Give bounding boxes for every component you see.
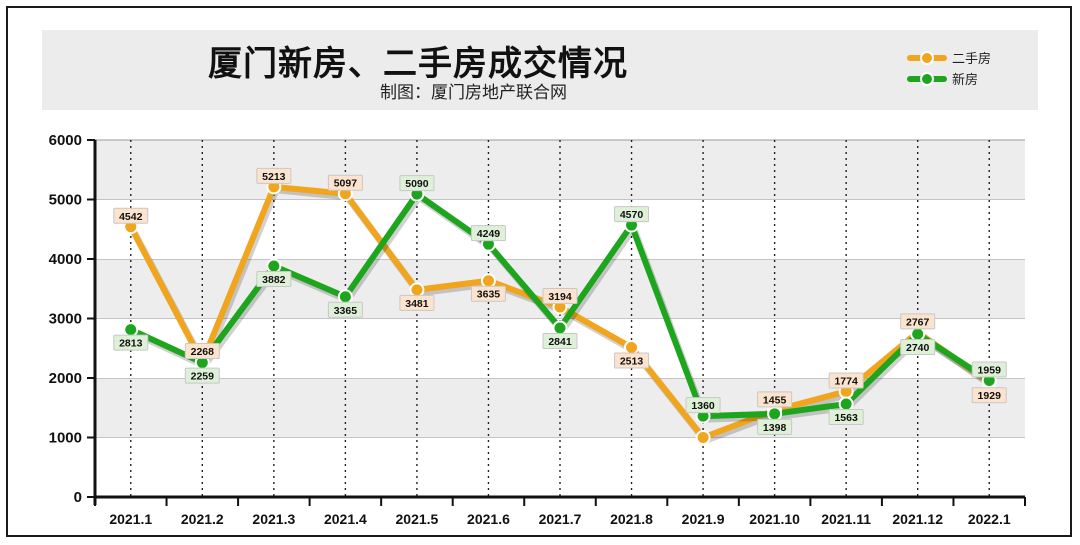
plot-band bbox=[95, 140, 1025, 200]
y-tick-label: 2000 bbox=[49, 370, 82, 387]
data-point bbox=[480, 273, 496, 289]
y-tick-label: 1000 bbox=[49, 430, 82, 447]
plot-band bbox=[95, 199, 1025, 259]
data-labels: 4542 2813 2268 2259 5213 3882 5097 3365 3481 5090… bbox=[113, 167, 1007, 435]
data-label: 3194 bbox=[548, 291, 572, 303]
data-label-box bbox=[828, 409, 864, 426]
data-label: 5097 bbox=[334, 178, 358, 190]
data-point bbox=[337, 289, 353, 305]
data-label: 1455 bbox=[763, 394, 787, 406]
x-tick-label: 2021.11 bbox=[821, 511, 871, 527]
data-label-box bbox=[399, 175, 435, 192]
data-label-box bbox=[470, 285, 506, 302]
x-tick-label: 2021.5 bbox=[396, 511, 439, 527]
x-tick-label: 2021.12 bbox=[892, 511, 943, 527]
x-tick-label: 2021.9 bbox=[682, 511, 725, 527]
x-tick-label: 2021.4 bbox=[324, 511, 367, 527]
data-label-box bbox=[113, 207, 149, 224]
data-label-box bbox=[327, 301, 363, 318]
y-tick-label: 5000 bbox=[49, 192, 82, 209]
legend-label: 二手房 bbox=[952, 51, 991, 67]
data-label: 3635 bbox=[477, 289, 501, 301]
x-tick-label: 2021.7 bbox=[539, 511, 582, 527]
data-label-box bbox=[900, 313, 936, 330]
data-label: 1563 bbox=[834, 412, 858, 424]
data-label-box bbox=[971, 387, 1007, 404]
y-tick-label: 3000 bbox=[49, 311, 82, 328]
data-point bbox=[552, 320, 568, 336]
data-label: 2813 bbox=[119, 338, 143, 350]
data-label: 1398 bbox=[763, 422, 787, 434]
data-label: 1774 bbox=[834, 375, 858, 387]
data-label-box bbox=[113, 334, 149, 351]
data-label-box bbox=[900, 338, 936, 355]
chart-title: 厦门新房、二手房成交情况 bbox=[208, 44, 628, 84]
data-label: 1959 bbox=[978, 364, 1002, 376]
data-label-box bbox=[256, 167, 292, 184]
data-label-box bbox=[184, 367, 220, 384]
data-label: 5090 bbox=[405, 178, 429, 190]
x-tick-label: 2021.10 bbox=[749, 511, 800, 527]
data-label: 4249 bbox=[477, 228, 501, 240]
data-label: 4570 bbox=[620, 209, 644, 221]
x-tick-label: 2021.2 bbox=[181, 511, 224, 527]
data-label: 2767 bbox=[906, 316, 930, 328]
legend-label: 新房 bbox=[952, 72, 978, 88]
data-label-box bbox=[757, 418, 793, 435]
data-point bbox=[695, 430, 711, 445]
data-label: 2841 bbox=[548, 336, 572, 348]
x-tick-label: 2022.1 bbox=[968, 511, 1011, 527]
data-label: 2268 bbox=[191, 346, 215, 358]
data-point bbox=[266, 258, 282, 274]
y-tick-labels: 0 1000 2000 3000 4000 5000 6000 bbox=[49, 132, 82, 506]
x-tick-label: 2021.3 bbox=[252, 511, 295, 527]
data-label-box bbox=[828, 372, 864, 389]
data-label: 3365 bbox=[334, 305, 358, 317]
data-label: 4542 bbox=[119, 211, 143, 223]
data-label-box bbox=[614, 352, 650, 369]
title-band bbox=[42, 30, 1038, 110]
data-label: 3481 bbox=[405, 298, 429, 310]
x-tick-labels: 2021.1 2021.2 2021.3 2021.4 2021.5 2021.6 2021… bbox=[109, 511, 1010, 527]
data-point bbox=[409, 282, 425, 298]
data-label: 2259 bbox=[191, 371, 215, 383]
data-point bbox=[624, 339, 640, 355]
data-label-box bbox=[614, 206, 650, 223]
data-point bbox=[123, 322, 139, 338]
data-label-box bbox=[757, 391, 793, 408]
data-label: 2740 bbox=[906, 342, 930, 354]
data-label-box bbox=[685, 397, 721, 414]
y-tick-label: 0 bbox=[74, 489, 82, 506]
chart-subtitle: 制图：厦门房地产联合网 bbox=[380, 83, 567, 103]
data-label-box bbox=[470, 225, 506, 242]
x-tick-label: 2021.8 bbox=[610, 511, 653, 527]
data-label: 2513 bbox=[620, 355, 644, 367]
data-point bbox=[767, 406, 783, 422]
x-tick-label: 2021.1 bbox=[109, 511, 152, 527]
y-tick-label: 6000 bbox=[49, 132, 82, 149]
data-label-box bbox=[971, 361, 1007, 378]
data-label-box bbox=[256, 271, 292, 288]
x-tick-label: 2021.6 bbox=[467, 511, 510, 527]
data-label: 3882 bbox=[262, 274, 286, 286]
axes bbox=[87, 139, 1026, 506]
data-label-box bbox=[542, 287, 578, 304]
data-label-box bbox=[184, 343, 220, 360]
data-label: 5213 bbox=[262, 171, 286, 183]
y-tick-label: 4000 bbox=[49, 251, 82, 268]
data-label-box bbox=[542, 332, 578, 349]
data-label-box bbox=[327, 174, 363, 191]
legend-swatch-point bbox=[920, 72, 934, 86]
legend-swatch-point bbox=[920, 51, 934, 65]
data-point bbox=[838, 396, 854, 412]
data-point bbox=[910, 326, 926, 342]
data-label: 1929 bbox=[978, 390, 1002, 402]
data-label: 1360 bbox=[691, 400, 715, 412]
data-label-box bbox=[399, 294, 435, 311]
